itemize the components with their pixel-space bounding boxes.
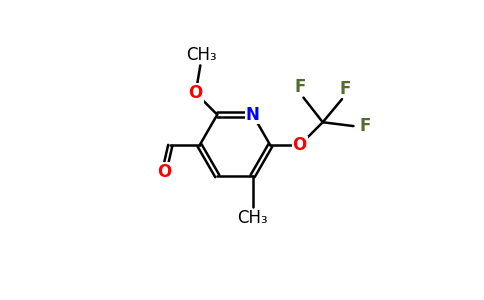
Text: CH₃: CH₃ <box>237 209 268 227</box>
Text: N: N <box>246 106 259 124</box>
Text: CH₃: CH₃ <box>186 46 217 64</box>
Text: O: O <box>292 136 307 154</box>
Text: F: F <box>360 117 371 135</box>
Text: F: F <box>295 78 306 96</box>
Text: O: O <box>157 163 171 181</box>
Text: F: F <box>339 80 351 98</box>
Text: O: O <box>189 84 203 102</box>
